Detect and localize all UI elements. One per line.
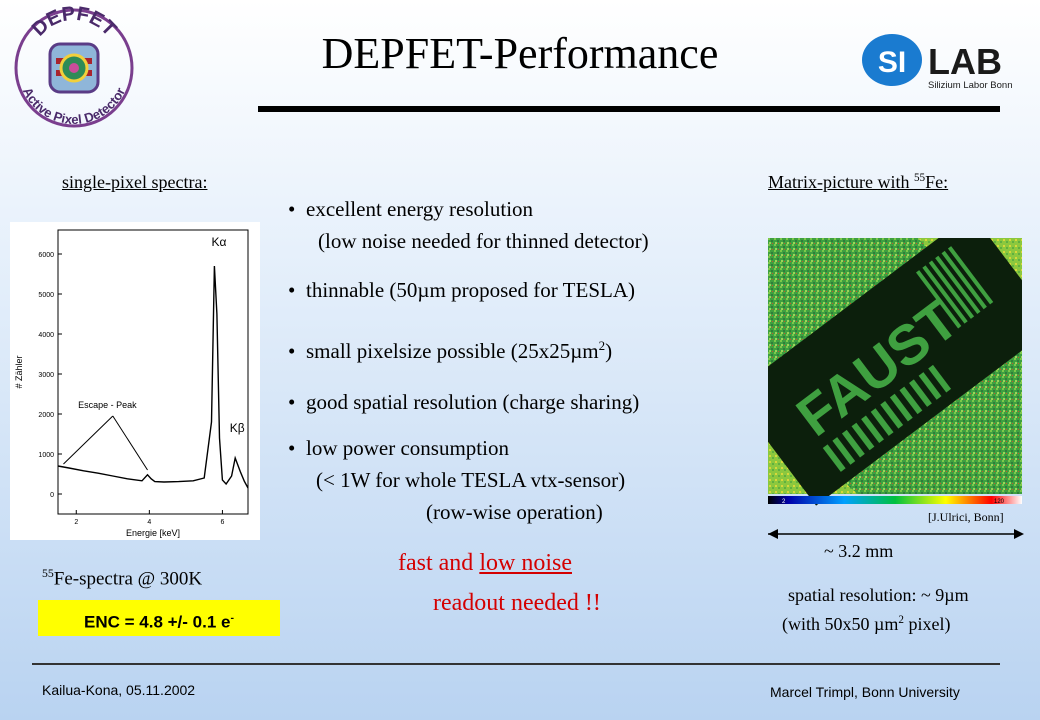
enc-label: ENC = 4.8 +/- 0.1 e xyxy=(84,612,231,632)
logo-si-text: SI xyxy=(878,46,906,79)
bullet-3-sup: 2 xyxy=(598,338,606,353)
matrix-heading-sup: 55 xyxy=(913,172,926,184)
scale-arrow xyxy=(768,529,1024,539)
escape-peak-label: Escape - Peak xyxy=(78,400,137,410)
res-line-2-post: pixel) xyxy=(903,614,951,634)
bullet-pixelsize: • small pixelsize possible (25x25µm2) xyxy=(288,338,613,363)
enc-box: ENC = 4.8 +/- 0.1 e- xyxy=(38,600,280,636)
conclusion-pre: fast and xyxy=(398,550,480,576)
y-tick-label: 3000 xyxy=(38,372,54,379)
bullet-3-text: small pixelsize possible (25x25µm xyxy=(306,339,599,363)
title-divider xyxy=(258,106,1000,112)
k-beta-label: Kβ xyxy=(230,421,245,435)
res-line-2-sup: 2 xyxy=(898,614,904,626)
spectrum-caption: 55Fe-spectra @ 300K xyxy=(42,567,202,590)
bullet-energy-resolution: • excellent energy resolution xyxy=(288,197,534,221)
y-axis-label: # Zähler xyxy=(14,355,24,388)
logo-lab-text: LAB xyxy=(928,41,1002,82)
colorbar-min: 2 xyxy=(782,499,786,505)
slide-title: DEPFET-Performance xyxy=(321,29,719,78)
bullet-5-text: low power consumption xyxy=(306,436,509,460)
spatial-resolution-line-2: (with 50x50 µm2 pixel) xyxy=(782,614,950,635)
conclusion-line-1: fast and low noise xyxy=(398,550,572,577)
footer-divider xyxy=(32,663,1000,665)
logo-sub-text: Silizium Labor Bonn xyxy=(928,80,1012,91)
plot-frame xyxy=(57,229,249,515)
res-line-2-pre: (with 50x50 µm xyxy=(782,614,899,634)
matrix-heading: Matrix-picture with 55Fe: xyxy=(768,172,948,193)
footer-location-date: Kailua-Kona, 05.11.2002 xyxy=(42,682,196,698)
y-tick-label: 4000 xyxy=(38,332,54,339)
matrix-picture: FAUST 2 120 xyxy=(768,238,1022,506)
bullet-low-power: • low power consumption xyxy=(288,436,509,460)
y-tick-label: 2000 xyxy=(38,412,54,419)
x-tick-label: 2 xyxy=(74,519,78,526)
escape-pointer-left xyxy=(63,415,114,465)
enc-sup: - xyxy=(230,612,234,624)
conclusion-line-2: readout needed !! xyxy=(433,590,601,616)
spectra-heading: single-pixel spectra: xyxy=(62,172,208,192)
spectrum-axes xyxy=(57,229,249,515)
silab-logo: SI LAB Silizium Labor Bonn xyxy=(862,34,1012,91)
matrix-heading-post: Fe: xyxy=(925,172,949,192)
spectrum-ticks: 0 1000 2000 3000 4000 5000 6000 2 4 6 xyxy=(38,252,224,526)
bullet-1-text: excellent energy resolution xyxy=(306,197,534,221)
bullet-1-sub: (low noise needed for thinned detector) xyxy=(318,229,649,253)
bullet-4-text: good spatial resolution (charge sharing) xyxy=(306,390,640,414)
bullet-spatial-resolution: • good spatial resolution (charge sharing… xyxy=(288,390,640,414)
spectrum-annotations: Kα Kβ Escape - Peak xyxy=(63,235,245,471)
matrix-heading-pre: Matrix-picture with xyxy=(768,172,914,192)
spectrum-caption-text: Fe-spectra @ 300K xyxy=(53,568,203,590)
bullet-5-sub1: (< 1W for whole TESLA vtx-sensor) xyxy=(316,468,626,492)
x-tick-label: 6 xyxy=(220,519,224,526)
bullet-3-post: ) xyxy=(605,339,613,363)
y-tick-label: 5000 xyxy=(38,292,54,299)
conclusion-underlined: low noise xyxy=(479,550,572,576)
spatial-resolution-line-1: spatial resolution: ~ 9µm xyxy=(788,585,969,605)
colorbar-max: 120 xyxy=(994,499,1005,505)
bullet-2-text: thinnable (50µm proposed for TESLA) xyxy=(306,278,635,302)
footer-author: Marcel Trimpl, Bonn University xyxy=(770,684,960,700)
x-axis-label: Energie [keV] xyxy=(126,528,180,538)
spectrum-chart: 0 1000 2000 3000 4000 5000 6000 2 4 6 Energie [ke… xyxy=(10,222,260,540)
y-tick-label: 0 xyxy=(50,492,54,499)
image-credit: [J.Ulrici, Bonn] xyxy=(928,510,1004,524)
spectrum-caption-sup: 55 xyxy=(42,567,54,580)
spectrum-line xyxy=(57,265,249,489)
bullet-5-sub2: (row-wise operation) xyxy=(426,500,603,524)
colorbar xyxy=(768,496,1022,504)
k-alpha-label: Kα xyxy=(211,235,226,249)
scale-label: ~ 3.2 mm xyxy=(824,541,894,561)
bullet-thinnable: • thinnable (50µm proposed for TESLA) xyxy=(288,278,635,302)
escape-pointer-right xyxy=(112,415,148,471)
x-tick-label: 4 xyxy=(147,519,151,526)
y-tick-label: 1000 xyxy=(38,452,54,459)
y-tick-label: 6000 xyxy=(38,252,54,259)
depfet-logo: DEPFET Active Pixel Detector xyxy=(14,4,134,128)
